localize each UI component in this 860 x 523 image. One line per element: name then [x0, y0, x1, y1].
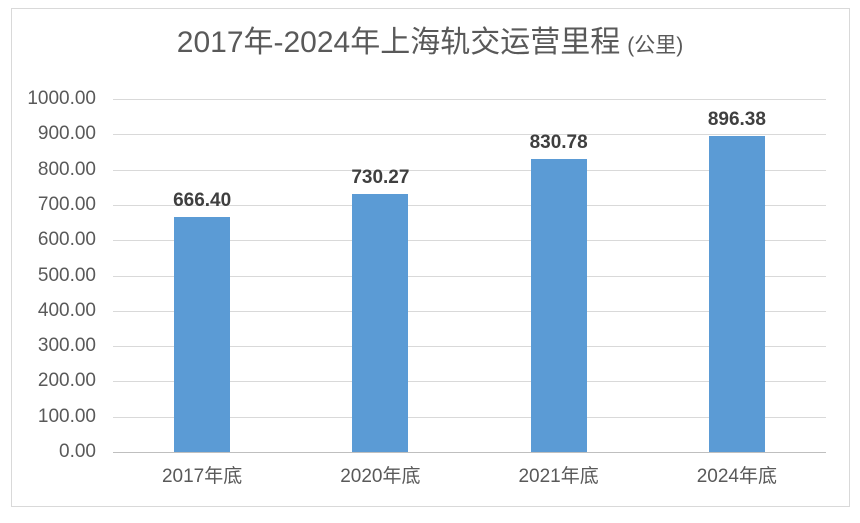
gridline — [113, 417, 826, 418]
chart-title-unit: (公里) — [627, 34, 684, 57]
bar-column: 666.40 2017年底 — [113, 99, 291, 487]
chart-title-text: 2017年-2024年上海轨交运营里程 — [176, 26, 621, 59]
data-label: 896.38 — [707, 109, 766, 130]
bar-column: 830.78 2021年底 — [470, 99, 648, 487]
y-tick-label: 900.00 — [37, 123, 96, 144]
y-tick-label: 400.00 — [37, 300, 96, 321]
gridline — [113, 311, 826, 312]
y-tick-label: 100.00 — [37, 406, 96, 427]
bar-column: 730.27 2020年底 — [291, 99, 469, 487]
gridline — [113, 276, 826, 277]
y-tick-label: 800.00 — [37, 159, 96, 180]
data-label: 666.40 — [173, 190, 232, 211]
gridline — [113, 170, 826, 171]
data-label: 830.78 — [529, 132, 588, 153]
bar-column: 896.38 2024年底 — [648, 99, 826, 487]
y-tick-label: 600.00 — [37, 229, 96, 250]
y-axis: 1000.00 900.00 800.00 700.00 600.00 500.00 400… — [0, 88, 96, 462]
gridline — [113, 99, 826, 100]
y-tick-label: 700.00 — [37, 194, 96, 215]
gridline — [113, 134, 826, 135]
y-tick-label: 1000.00 — [27, 88, 96, 109]
x-axis-label: 2024年底 — [696, 466, 778, 487]
plot-area: 666.40 2017年底 730.27 2020年底 830.78 2021年底 896.… — [113, 99, 826, 487]
bar — [352, 194, 409, 452]
bar — [708, 136, 765, 452]
chart-title: 2017年-2024年上海轨交运营里程 (公里) — [0, 25, 860, 64]
bar — [530, 159, 587, 452]
y-tick-label: 300.00 — [37, 335, 96, 356]
gridline — [113, 346, 826, 347]
bar — [174, 217, 231, 452]
gridline — [113, 205, 826, 206]
x-axis-label: 2020年底 — [340, 466, 421, 487]
x-axis-line — [113, 452, 826, 453]
y-tick-label: 0.00 — [59, 441, 96, 462]
y-tick-label: 500.00 — [37, 265, 96, 286]
data-label: 730.27 — [351, 167, 410, 188]
x-axis-label: 2017年底 — [161, 466, 243, 487]
gridline — [113, 240, 826, 241]
y-tick-label: 200.00 — [37, 370, 96, 391]
gridline — [113, 381, 826, 382]
x-axis-label: 2021年底 — [518, 466, 599, 487]
